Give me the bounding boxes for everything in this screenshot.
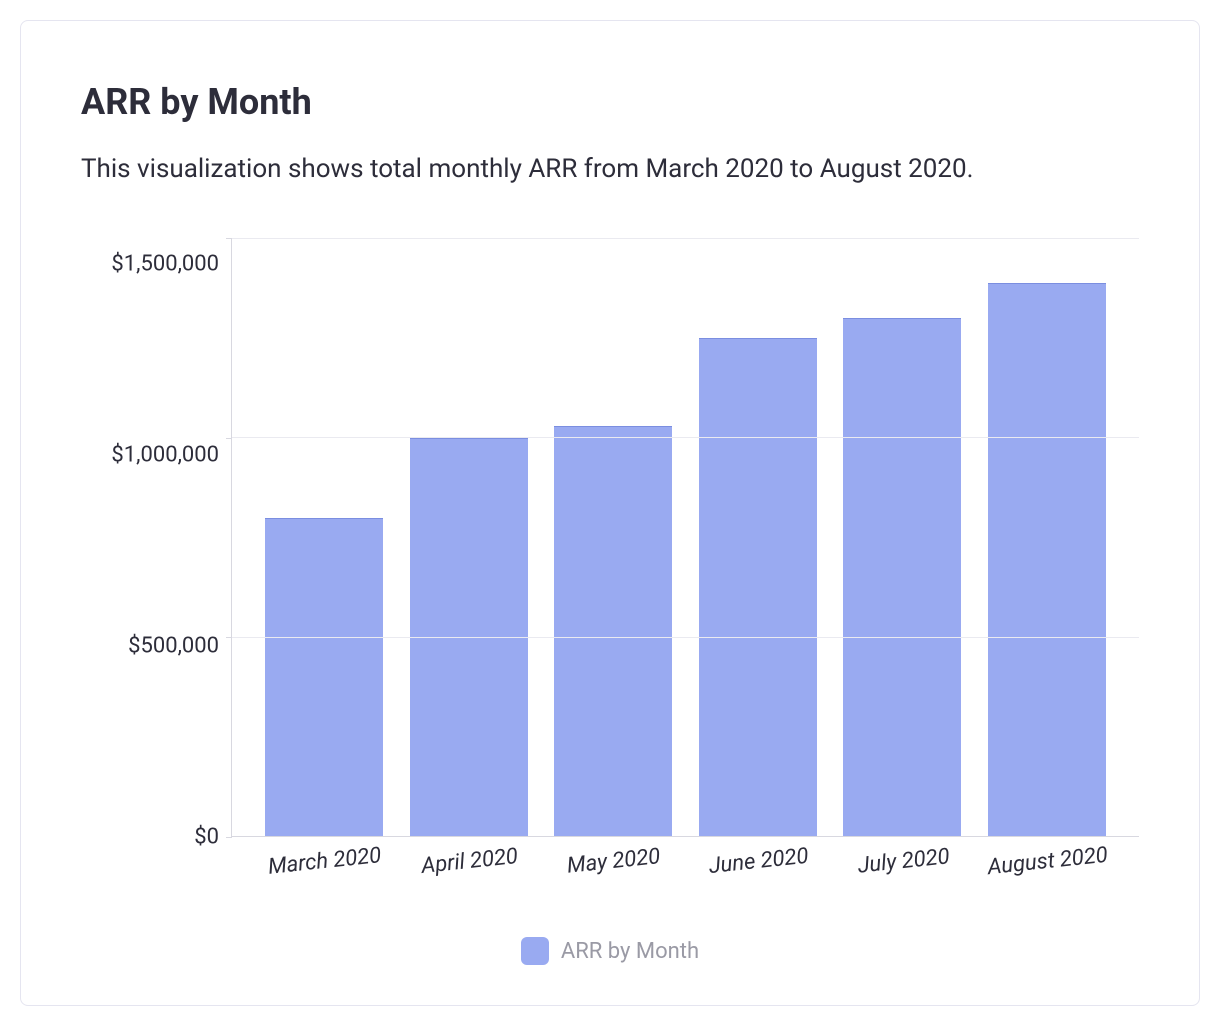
bar — [410, 438, 528, 837]
y-tick-mark — [226, 438, 232, 439]
x-tick-label: May 2020 — [541, 841, 691, 914]
x-tick-label: July 2020 — [830, 841, 980, 914]
bar — [843, 318, 961, 837]
y-tick-mark — [226, 238, 232, 239]
bars-container — [232, 239, 1139, 837]
plot-region — [231, 239, 1139, 837]
y-tick-mark — [226, 637, 232, 638]
chart-card: ARR by Month This visualization shows to… — [20, 20, 1200, 1006]
x-tick-label: March 2020 — [251, 841, 401, 914]
x-tick-label: June 2020 — [685, 841, 835, 914]
gridline — [232, 637, 1139, 638]
y-tick-mark — [226, 837, 232, 838]
chart-title: ARR by Month — [81, 81, 1139, 123]
y-tick-label: $0 — [194, 824, 219, 849]
bar-slot — [541, 239, 686, 837]
chart-description: This visualization shows total monthly A… — [81, 151, 1139, 189]
x-tick-label: August 2020 — [975, 841, 1125, 914]
bar — [699, 338, 817, 837]
gridline — [232, 437, 1139, 438]
bar — [265, 518, 383, 837]
bar — [988, 283, 1106, 837]
chart-plot-area: $1,500,000$1,000,000$500,000$0 — [81, 239, 1139, 837]
chart-container: $1,500,000 $1,000,000 $500,000 $0 March 202… — [81, 239, 1139, 965]
bar-slot — [830, 239, 975, 837]
y-tick-label: $500,000 — [128, 633, 219, 658]
chart-legend: ARR by Month — [81, 937, 1139, 965]
bar — [554, 426, 672, 837]
bar-slot — [686, 239, 831, 837]
y-axis: $1,500,000$1,000,000$500,000$0 — [81, 239, 231, 837]
x-axis-line — [232, 836, 1139, 837]
gridline — [232, 238, 1139, 239]
bar-slot — [975, 239, 1120, 837]
legend-label: ARR by Month — [561, 939, 699, 964]
bar-slot — [397, 239, 542, 837]
legend-swatch — [521, 937, 549, 965]
bar-slot — [252, 239, 397, 837]
x-axis: March 2020April 2020May 2020June 2020Jul… — [231, 837, 1139, 907]
x-tick-label: April 2020 — [396, 841, 546, 914]
y-tick-label: $1,500,000 — [111, 251, 219, 276]
y-tick-label: $1,000,000 — [111, 442, 219, 467]
